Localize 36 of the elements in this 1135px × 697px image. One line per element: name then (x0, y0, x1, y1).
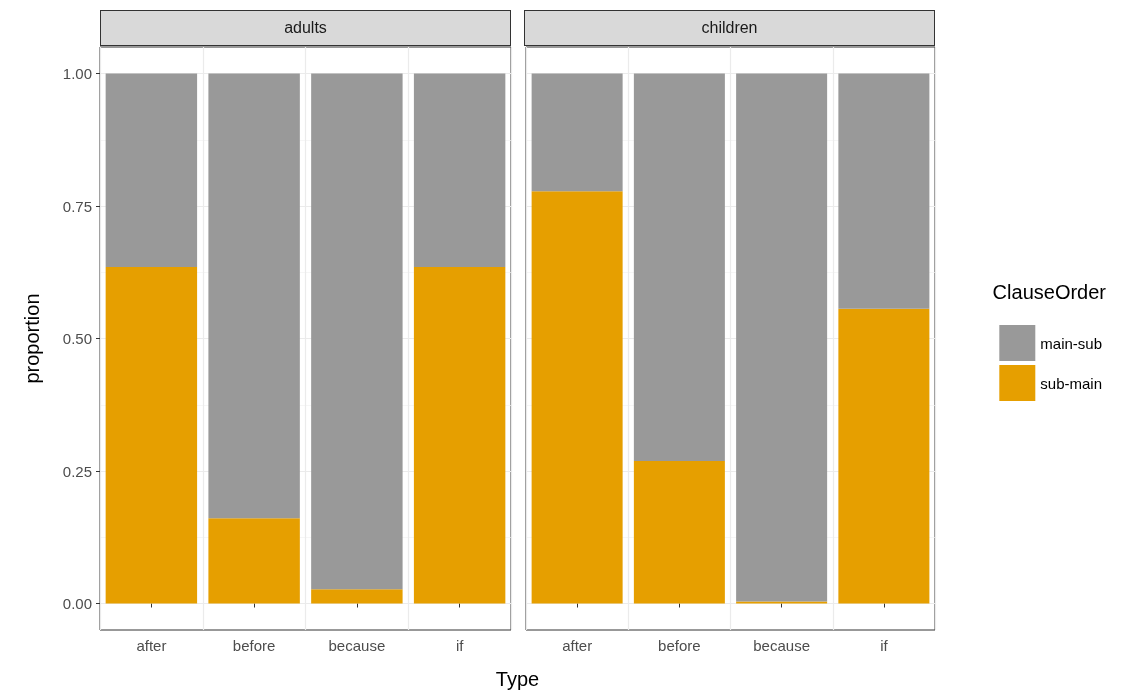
x-tick-label: if (455, 637, 465, 654)
bar (208, 518, 300, 604)
x-tick-label: because (328, 637, 386, 654)
legend-label: sub-main (1040, 374, 1103, 392)
bar (413, 73, 506, 267)
x-tick-label: after (136, 637, 167, 654)
bar (633, 73, 725, 461)
bar (736, 73, 828, 602)
legend-label: main-sub (1040, 334, 1103, 352)
x-tick-label: if (880, 637, 889, 654)
bar (208, 73, 300, 519)
bar (838, 308, 930, 604)
x-tick-label: after (562, 637, 593, 654)
x-tick-label: because (753, 637, 810, 654)
bar (105, 266, 198, 604)
bar (838, 73, 930, 309)
y-axis-title: proportion (21, 293, 43, 384)
x-axis-title: Type (495, 668, 540, 691)
x-tick-label: before (232, 637, 276, 654)
x-tick-label: before (658, 637, 701, 654)
y-tick-label: 0.00 (62, 595, 92, 612)
chart-title: children (524, 10, 935, 46)
bar (531, 191, 623, 604)
legend-title: ClauseOrder (992, 281, 1107, 303)
y-tick-label: 0.50 (62, 330, 92, 347)
bar (105, 73, 198, 267)
bar (413, 266, 506, 604)
bar (531, 73, 623, 192)
y-tick-label: 0.75 (62, 197, 92, 215)
bar (311, 73, 403, 590)
y-tick-label: 1.00 (62, 65, 92, 82)
bar (736, 601, 828, 604)
bar (311, 589, 403, 604)
y-tick-label: 0.25 (62, 462, 92, 480)
bar (633, 460, 725, 604)
chart-title: adults (100, 10, 511, 46)
